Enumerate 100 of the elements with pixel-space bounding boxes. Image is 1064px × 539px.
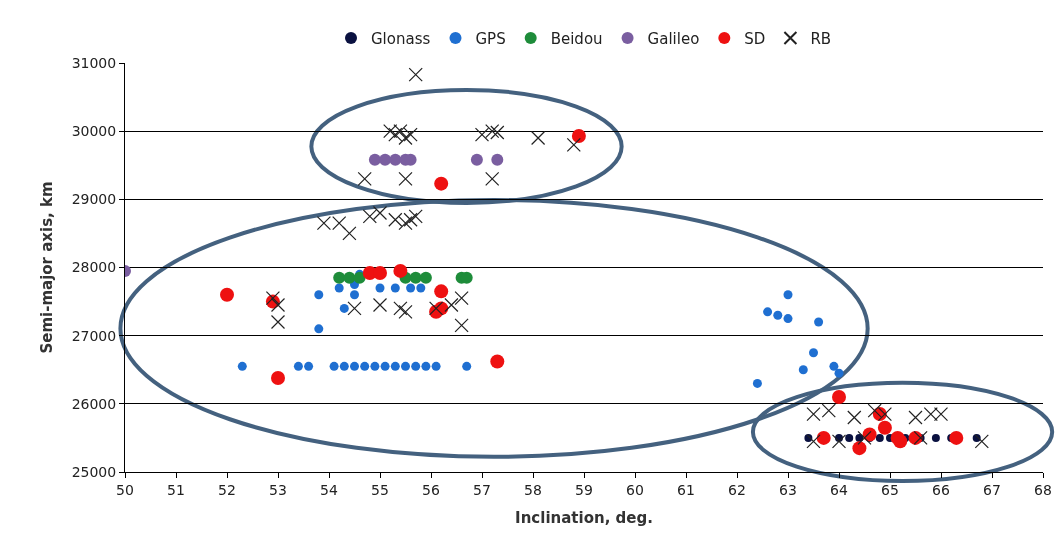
point <box>398 171 413 186</box>
point <box>398 304 413 319</box>
point <box>431 361 441 371</box>
point <box>372 297 388 313</box>
point <box>372 205 388 221</box>
point <box>270 297 286 313</box>
point <box>814 317 824 327</box>
point <box>454 318 469 333</box>
point <box>220 287 234 302</box>
point <box>485 171 500 186</box>
point <box>411 361 421 371</box>
y-tick-label: 29000 <box>71 191 117 208</box>
point <box>462 361 472 371</box>
point <box>379 153 392 166</box>
point <box>908 410 923 425</box>
point <box>293 361 303 371</box>
point <box>913 430 928 446</box>
point <box>343 271 356 284</box>
point <box>890 430 905 445</box>
point <box>408 209 423 224</box>
x-tick-label: 67 <box>983 481 1001 498</box>
point <box>852 441 867 456</box>
point <box>339 303 349 313</box>
y-tick-label: 27000 <box>71 327 117 344</box>
point <box>773 310 783 320</box>
point <box>350 361 359 371</box>
x-tick-label: 51 <box>167 481 185 498</box>
point <box>314 324 324 334</box>
point <box>829 361 839 371</box>
x-axis-title: Inclination, deg. <box>515 508 653 527</box>
x-tick-label: 60 <box>626 481 644 498</box>
point <box>393 301 408 316</box>
point <box>798 365 808 375</box>
point <box>875 433 884 442</box>
point <box>454 291 469 306</box>
point <box>809 348 818 358</box>
legend-label: Galileo <box>647 29 700 48</box>
point <box>931 433 940 442</box>
point <box>783 290 793 300</box>
legend-label: GPS <box>475 29 506 48</box>
point <box>353 271 366 284</box>
point <box>271 370 285 385</box>
point <box>831 434 847 449</box>
point <box>832 390 846 405</box>
point <box>334 283 344 293</box>
point <box>393 263 408 278</box>
point <box>409 271 422 284</box>
point <box>485 124 500 139</box>
legend-label: Glonass <box>371 29 431 48</box>
point <box>566 137 581 152</box>
point <box>974 434 989 449</box>
point <box>375 283 385 293</box>
point <box>329 361 339 371</box>
point <box>380 361 390 371</box>
x-tick-label: 66 <box>932 481 950 498</box>
x-tick-label: 56 <box>422 481 440 498</box>
point <box>237 361 247 371</box>
point <box>845 433 854 442</box>
point <box>398 130 413 146</box>
point <box>434 284 449 299</box>
x-tick-label: 63 <box>779 481 797 498</box>
point <box>877 420 892 435</box>
y-tick-label: 25000 <box>71 463 117 480</box>
legend-label: SD <box>744 29 766 48</box>
y-tick-label: 28000 <box>71 259 117 276</box>
x-tick-label: 62 <box>728 481 746 498</box>
point <box>752 378 762 388</box>
point <box>571 128 586 143</box>
point <box>949 430 964 445</box>
point <box>347 301 362 316</box>
point <box>806 434 821 449</box>
x-tick-label: 50 <box>116 481 134 498</box>
y-tick-label: 26000 <box>71 395 117 412</box>
point <box>389 153 402 166</box>
point <box>398 216 413 231</box>
y-axis-title: Semi-major axis, km <box>37 181 56 354</box>
point <box>304 361 314 371</box>
x-tick-label: 64 <box>830 481 848 498</box>
point <box>490 354 505 369</box>
point <box>370 361 380 371</box>
point <box>270 314 286 330</box>
point <box>333 271 346 284</box>
point <box>350 290 359 300</box>
x-tick-label: 52 <box>218 481 236 498</box>
point <box>816 430 831 445</box>
point <box>783 314 793 324</box>
point <box>491 153 504 166</box>
point <box>834 368 844 378</box>
point <box>360 361 370 371</box>
point <box>877 406 892 422</box>
y-tick-label: 30000 <box>71 123 117 140</box>
legend-label: Beidou <box>550 29 603 48</box>
legend-label: RB <box>810 29 832 48</box>
point <box>763 307 773 317</box>
point <box>421 361 431 371</box>
point <box>390 283 400 293</box>
x-tick-label: 59 <box>575 481 593 498</box>
x-tick-label: 58 <box>524 481 542 498</box>
point <box>806 406 821 422</box>
point <box>434 176 449 191</box>
